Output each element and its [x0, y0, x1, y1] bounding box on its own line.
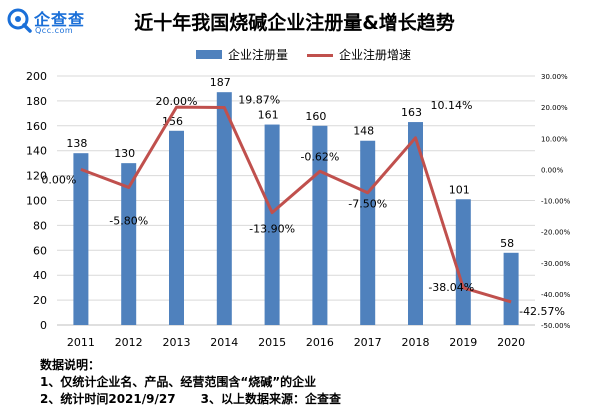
bar: [360, 140, 376, 325]
bar-value-label: 163: [401, 106, 422, 119]
bar: [169, 130, 184, 325]
bar-value-label: 138: [66, 137, 87, 150]
y-left-tick-label: 160: [26, 120, 47, 133]
growth-value-label: -5.80%: [109, 214, 148, 227]
bar-value-label: 148: [353, 125, 374, 138]
bar-value-label: 58: [500, 237, 514, 250]
x-tick-label: 2017: [354, 336, 382, 349]
x-tick-label: 2013: [163, 336, 191, 349]
bar: [121, 163, 137, 325]
x-tick-label: 2018: [402, 336, 430, 349]
x-tick-label: 2012: [115, 336, 143, 349]
y-left-tick-label: 20: [33, 294, 47, 307]
bar: [503, 252, 519, 325]
growth-value-label: -42.57%: [519, 305, 565, 318]
x-tick-label: 2019: [449, 336, 477, 349]
bar: [408, 122, 423, 325]
y-right-tick-label: -50.00%: [541, 322, 571, 330]
x-tick-label: 2014: [210, 336, 238, 349]
x-tick-label: 2016: [306, 336, 334, 349]
data-notes: 数据说明： 1、仅统计企业名、产品、经营范围含“烧碱”的企业 2、统计时间202…: [40, 357, 341, 408]
y-left-tick-label: 80: [33, 219, 47, 232]
growth-value-label: -13.90%: [249, 223, 295, 236]
brand-url: Qcc.com: [35, 26, 74, 35]
y-left-tick-label: 120: [26, 170, 47, 183]
y-left-tick-label: 140: [26, 145, 47, 158]
bar-value-label: 160: [305, 110, 326, 123]
bar-value-label: 101: [449, 183, 470, 196]
chart-title: 近十年我国烧碱企业注册量&增长趋势: [134, 12, 455, 34]
y-right-tick-label: -20.00%: [541, 229, 571, 237]
y-right-tick-label: 30.00%: [541, 73, 568, 81]
y-right-tick-label: 10.00%: [541, 135, 568, 143]
bar: [73, 153, 89, 325]
growth-line: [80, 105, 512, 304]
legend-bar-label: 企业注册量: [228, 48, 289, 62]
y-left-tick-label: 180: [26, 95, 47, 108]
bar-value-label: 161: [258, 109, 279, 122]
growth-value-label: 19.87%: [238, 94, 280, 107]
legend-line-swatch: [307, 54, 333, 57]
growth-value-label: -38.04%: [428, 281, 474, 294]
y-right-tick-label: 20.00%: [541, 104, 568, 112]
growth-value-label: 20.00%: [156, 95, 198, 108]
bar-value-label: 187: [210, 76, 231, 89]
x-tick-label: 2011: [67, 336, 95, 349]
y-left-tick-label: 60: [33, 244, 47, 257]
y-left-tick-label: 200: [26, 70, 47, 83]
bar: [216, 92, 232, 325]
notes-line-2: 2、统计时间2021/9/27 3、以上数据来源：企查查: [40, 392, 341, 406]
y-right-tick-label: -40.00%: [541, 291, 571, 299]
x-tick-label: 2020: [497, 336, 525, 349]
qcc-logo-icon: [7, 8, 32, 33]
y-right-tick-label: -10.00%: [541, 198, 571, 206]
x-tick-label: 2015: [258, 336, 286, 349]
y-right-tick-label: -30.00%: [541, 260, 571, 268]
y-right-tick-label: 0.00%: [541, 166, 564, 174]
growth-value-label: 0.00%: [41, 173, 76, 186]
growth-value-label: 10.14%: [431, 99, 473, 112]
legend-bar-swatch: [196, 50, 222, 59]
notes-line-1: 1、仅统计企业名、产品、经营范围含“烧碱”的企业: [40, 375, 317, 389]
y-left-tick-label: 40: [33, 269, 47, 282]
legend-line-label: 企业注册增速: [339, 48, 412, 62]
growth-value-label: -7.50%: [348, 198, 387, 211]
qcc-logo: 企查查 Qcc.com: [6, 4, 96, 38]
brand-name: 企查查: [34, 10, 86, 29]
bar: [455, 199, 471, 325]
y-left-tick-label: 0: [40, 319, 47, 332]
growth-value-label: -0.62%: [300, 150, 339, 163]
bar: [264, 124, 280, 326]
notes-heading: 数据说明：: [40, 358, 101, 372]
bar-value-label: 130: [114, 147, 135, 160]
y-left-tick-label: 100: [26, 195, 47, 208]
